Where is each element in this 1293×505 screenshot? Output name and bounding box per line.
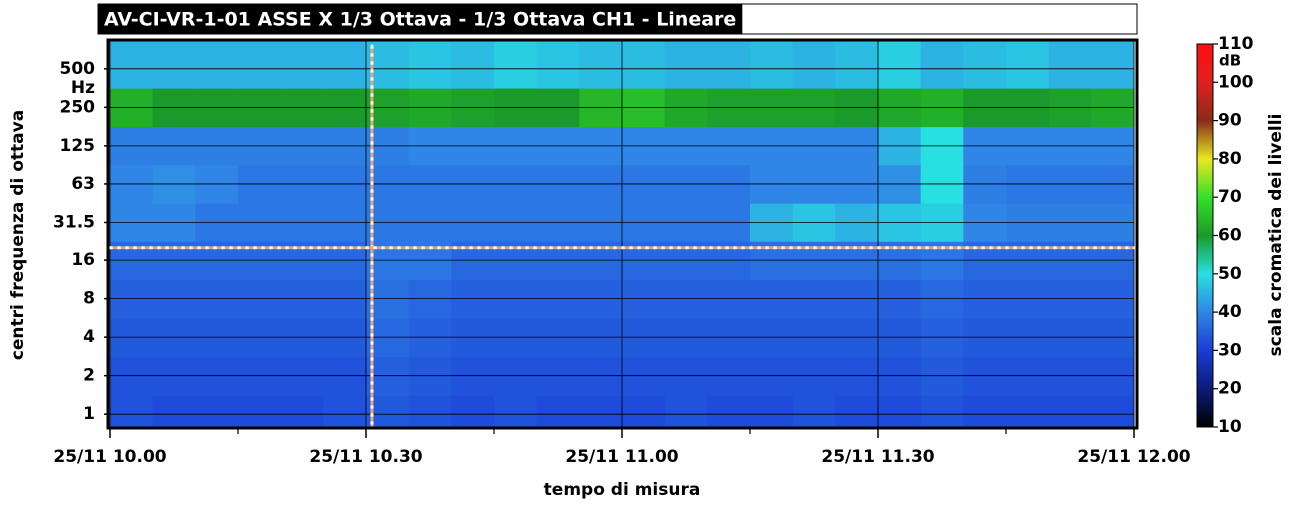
- colorbar-tick-label: 20: [1218, 379, 1242, 399]
- heatmap-cell: [152, 40, 196, 89]
- heatmap-cell: [451, 40, 495, 89]
- heatmap-cell: [707, 394, 751, 429]
- colorbar-tick-label: 40: [1218, 302, 1242, 322]
- heatmap-cell: [1006, 394, 1050, 429]
- y-axis-label: centri frequenza di ottava: [8, 110, 28, 360]
- heatmap-cell: [622, 394, 666, 429]
- x-axis-label: tempo di misura: [544, 480, 701, 500]
- heatmap-cell: [323, 394, 367, 429]
- heatmap-cell: [536, 394, 580, 429]
- heatmap-cell: [1006, 40, 1050, 89]
- x-tick-label: 25/11 10.30: [309, 447, 422, 467]
- heatmap-cell: [963, 40, 1007, 89]
- colorbar-tick-label: 100: [1218, 72, 1254, 92]
- heatmap-cell: [280, 394, 324, 429]
- colorbar-tick-label: 70: [1218, 187, 1242, 207]
- heatmap-cell: [579, 40, 623, 89]
- y-tick-label: 125: [60, 136, 96, 156]
- heatmap-cell: [707, 40, 751, 89]
- heatmap-cell: [963, 394, 1007, 429]
- heatmap-cell: [323, 40, 367, 89]
- colorbar: [1196, 43, 1214, 428]
- colorbar-unit: dB: [1219, 52, 1241, 70]
- y-tick-label: 4: [83, 327, 95, 347]
- colorbar-tick-label: 10: [1218, 417, 1242, 437]
- heatmap-cell: [920, 394, 964, 429]
- heatmap-cell: [1091, 40, 1135, 89]
- colorbar-tick-label: 110: [1218, 34, 1254, 54]
- heatmap-cell: [408, 40, 452, 89]
- heatmap-cell: [451, 394, 495, 429]
- heatmap-cell: [494, 394, 538, 429]
- heatmap-cell: [878, 394, 922, 429]
- heatmap-cell: [622, 40, 666, 89]
- y-tick-label: 31.5: [53, 212, 95, 232]
- colorbar-tick-label: 90: [1218, 111, 1242, 131]
- y-tick-label: 63: [71, 174, 95, 194]
- heatmap-cell: [195, 40, 239, 89]
- heatmap-cell: [878, 40, 922, 89]
- heatmap-cell: [664, 394, 708, 429]
- heatmap-cell: [579, 394, 623, 429]
- heatmap-cell: [494, 40, 538, 89]
- heatmap-cell: [750, 40, 794, 89]
- y-unit-label: Hz: [71, 78, 95, 98]
- heatmap-cell: [280, 40, 324, 89]
- heatmap-cell: [110, 394, 154, 429]
- colorbar-tick-label: 60: [1218, 226, 1242, 246]
- heatmap-cell: [1091, 394, 1135, 429]
- x-tick-label: 25/11 10.00: [53, 447, 166, 467]
- y-tick-label: 500: [60, 59, 96, 79]
- heatmap-cell: [408, 394, 452, 429]
- y-tick-label: 2: [83, 366, 95, 386]
- heatmap-cell: [536, 40, 580, 89]
- chart-title: AV-CI-VR-1-01 ASSE X 1/3 Ottava - 1/3 Ot…: [104, 9, 736, 31]
- x-tick-label: 25/11 12.00: [1077, 447, 1190, 467]
- x-tick-label: 25/11 11.00: [565, 447, 678, 467]
- colorbar-label: scala cromatica dei livelli: [1266, 114, 1286, 357]
- heatmap-cell: [750, 394, 794, 429]
- colorbar-tick-label: 50: [1218, 264, 1242, 284]
- title-background: [98, 4, 743, 34]
- heatmap-cell: [835, 40, 879, 89]
- heatmap-cell: [110, 40, 154, 89]
- heatmap-cell: [920, 40, 964, 89]
- heatmap-cell: [238, 40, 282, 89]
- heatmap-cell: [195, 394, 239, 429]
- heatmap-cell: [664, 40, 708, 89]
- heatmap-cell: [835, 394, 879, 429]
- y-tick-label: 8: [83, 289, 95, 309]
- y-tick-label: 1: [83, 404, 95, 424]
- heatmap-cell: [1048, 394, 1092, 429]
- y-tick-label: 16: [71, 250, 95, 270]
- heatmap-cell: [1048, 40, 1092, 89]
- y-tick-label: 250: [60, 97, 96, 117]
- heatmap-cell: [238, 394, 282, 429]
- heatmap-cell: [152, 394, 196, 429]
- x-tick-label: 25/11 11.30: [821, 447, 934, 467]
- colorbar-tick-label: 30: [1218, 340, 1242, 360]
- plot-frame: [106, 38, 1139, 430]
- heatmap-cell: [792, 40, 836, 89]
- colorbar-tick-label: 80: [1218, 149, 1242, 169]
- heatmap-cell: [792, 394, 836, 429]
